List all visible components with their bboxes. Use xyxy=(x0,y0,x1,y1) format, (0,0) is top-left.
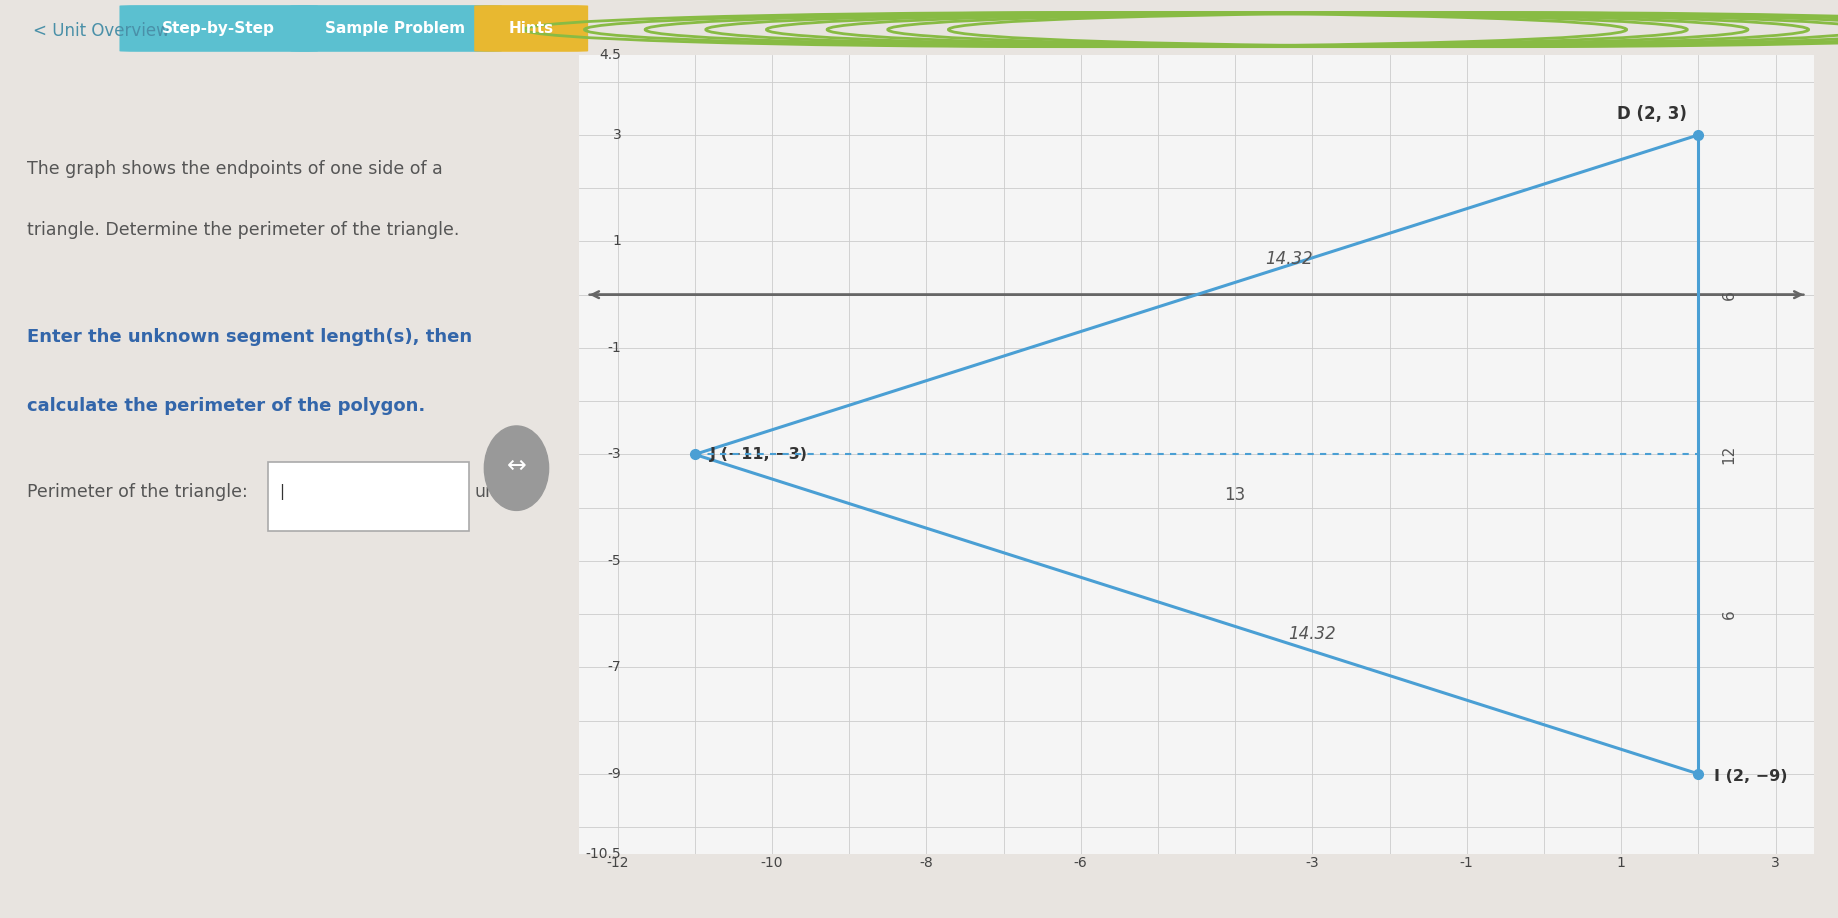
Text: calculate the perimeter of the polygon.: calculate the perimeter of the polygon. xyxy=(28,397,425,415)
Text: triangle. Determine the perimeter of the triangle.: triangle. Determine the perimeter of the… xyxy=(28,220,459,239)
Text: -7: -7 xyxy=(608,660,621,675)
Text: Sample Problem: Sample Problem xyxy=(325,21,465,36)
Text: 6: 6 xyxy=(1722,610,1737,619)
Text: -12: -12 xyxy=(607,856,629,870)
Text: units: units xyxy=(474,483,516,500)
Text: -8: -8 xyxy=(919,856,934,870)
Text: 1: 1 xyxy=(1617,856,1625,870)
FancyBboxPatch shape xyxy=(119,6,318,51)
Text: ↔: ↔ xyxy=(507,454,526,478)
Text: -1: -1 xyxy=(1459,856,1474,870)
Text: I (2, −9): I (2, −9) xyxy=(1713,768,1787,784)
Text: -5: -5 xyxy=(608,554,621,568)
Text: 1: 1 xyxy=(612,234,621,249)
Text: -10: -10 xyxy=(761,856,783,870)
Text: 6: 6 xyxy=(1722,290,1737,299)
Text: -9: -9 xyxy=(608,767,621,781)
Text: -10.5: -10.5 xyxy=(586,846,621,861)
FancyBboxPatch shape xyxy=(290,6,502,51)
Text: Step-by-Step: Step-by-Step xyxy=(162,21,276,36)
Text: Enter the unknown segment length(s), then: Enter the unknown segment length(s), the… xyxy=(28,328,472,346)
Text: < Unit Overview: < Unit Overview xyxy=(33,22,169,40)
Text: -1: -1 xyxy=(608,341,621,355)
Text: -3: -3 xyxy=(608,447,621,462)
Circle shape xyxy=(485,426,548,510)
Text: Perimeter of the triangle:: Perimeter of the triangle: xyxy=(28,483,248,500)
Text: -6: -6 xyxy=(1073,856,1088,870)
Text: |: | xyxy=(279,484,285,499)
Text: 13: 13 xyxy=(1224,487,1246,504)
Text: D (2, 3): D (2, 3) xyxy=(1617,106,1687,123)
Text: -3: -3 xyxy=(1305,856,1320,870)
Text: 12: 12 xyxy=(1722,445,1737,464)
Text: J (−11, −3): J (−11, −3) xyxy=(709,447,809,462)
Text: 14.32: 14.32 xyxy=(1288,625,1336,643)
Text: 4.5: 4.5 xyxy=(599,48,621,62)
Text: 3: 3 xyxy=(612,128,621,142)
Text: 3: 3 xyxy=(1772,856,1779,870)
FancyBboxPatch shape xyxy=(268,462,469,531)
Text: 14.32: 14.32 xyxy=(1265,250,1312,268)
Text: Hints: Hints xyxy=(509,21,553,36)
Text: The graph shows the endpoints of one side of a: The graph shows the endpoints of one sid… xyxy=(28,161,443,178)
FancyBboxPatch shape xyxy=(474,6,588,51)
